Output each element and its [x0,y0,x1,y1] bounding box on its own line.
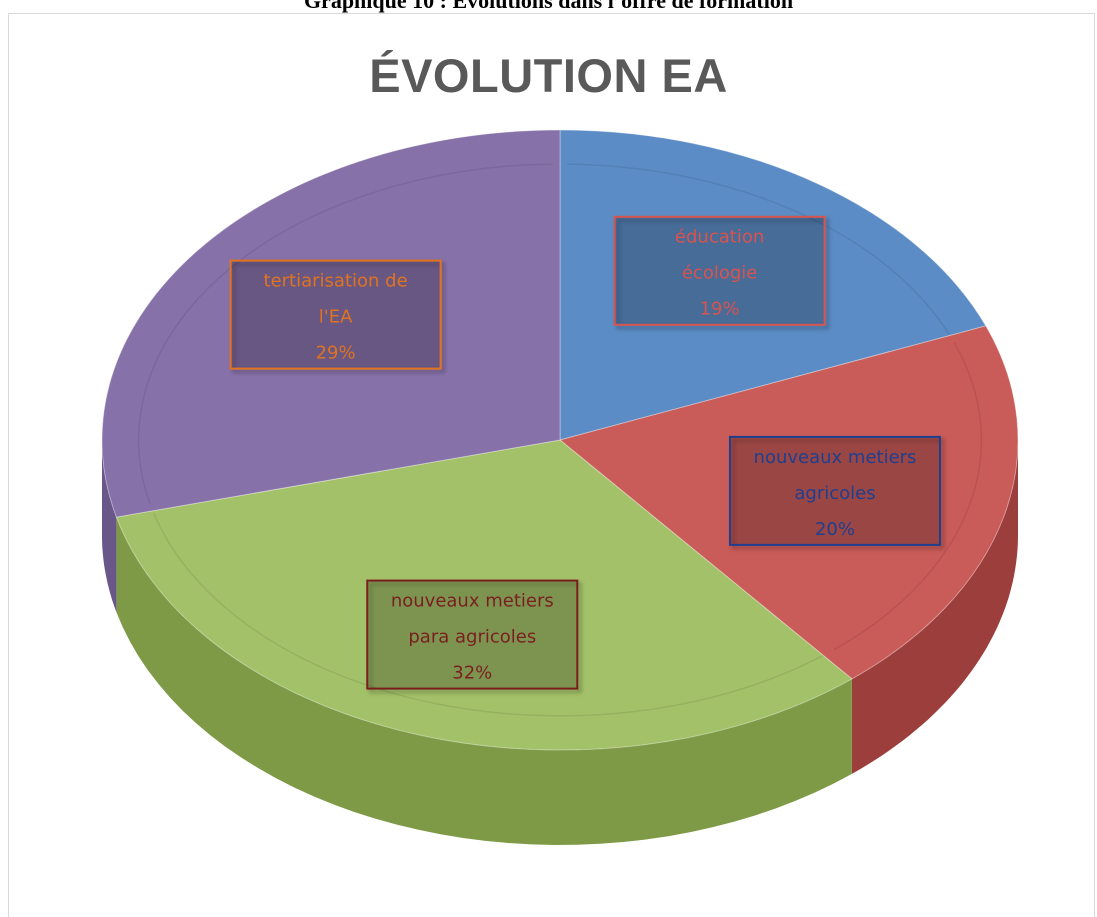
data-label-text: tertiarisation de [264,271,408,292]
pie-side-nouveaux-metiers-agricoles [851,440,1018,774]
pie-bevel-nouveaux-metiers-para-agricoles [153,513,824,717]
data-label-box [366,579,579,690]
data-label-text: para agricoles [408,627,536,648]
data-label-tertiarisation-ea: tertiarisation de l'EA 29% [229,259,442,370]
data-label-box [729,435,941,546]
data-label-value: 20% [815,519,855,540]
data-label-nouveaux-metiers-para-agricoles: nouveaux metiers para agricoles 32% [366,579,579,690]
data-label-text: agricoles [794,483,875,504]
pie-depth [102,440,1018,845]
data-label-education-ecologie: éducation écologie 19% [613,215,826,326]
data-label-value: 19% [700,299,740,320]
data-label-box [229,259,442,370]
data-label-text: l'EA [319,307,353,328]
pie-bevel-nouveaux-metiers-agricoles [833,342,983,651]
data-label-text: nouveaux metiers [391,591,554,612]
figure-caption: Graphique 10 : Évolutions dans l’offre d… [303,0,794,13]
data-label-text: écologie [682,263,758,284]
pie-side-tertiarisation-ea [102,440,117,613]
data-label-nouveaux-metiers-agricoles: nouveaux metiers agricoles 20% [729,435,941,546]
data-label-value: 32% [452,663,492,684]
chart-title: ÉVOLUTION EA [369,49,728,102]
data-label-text: nouveaux metiers [754,447,917,468]
data-label-box [613,215,826,326]
pie-side-nouveaux-metiers-para-agricoles [116,517,852,845]
pie-data-labels: éducation écologie 19% nouveaux metiers agri… [229,215,941,690]
pie-bevel-tertiarisation-ea [137,163,553,505]
data-label-text: éducation [675,227,764,248]
data-label-value: 29% [316,343,356,364]
pie-bevel-education-ecologie [567,163,950,335]
